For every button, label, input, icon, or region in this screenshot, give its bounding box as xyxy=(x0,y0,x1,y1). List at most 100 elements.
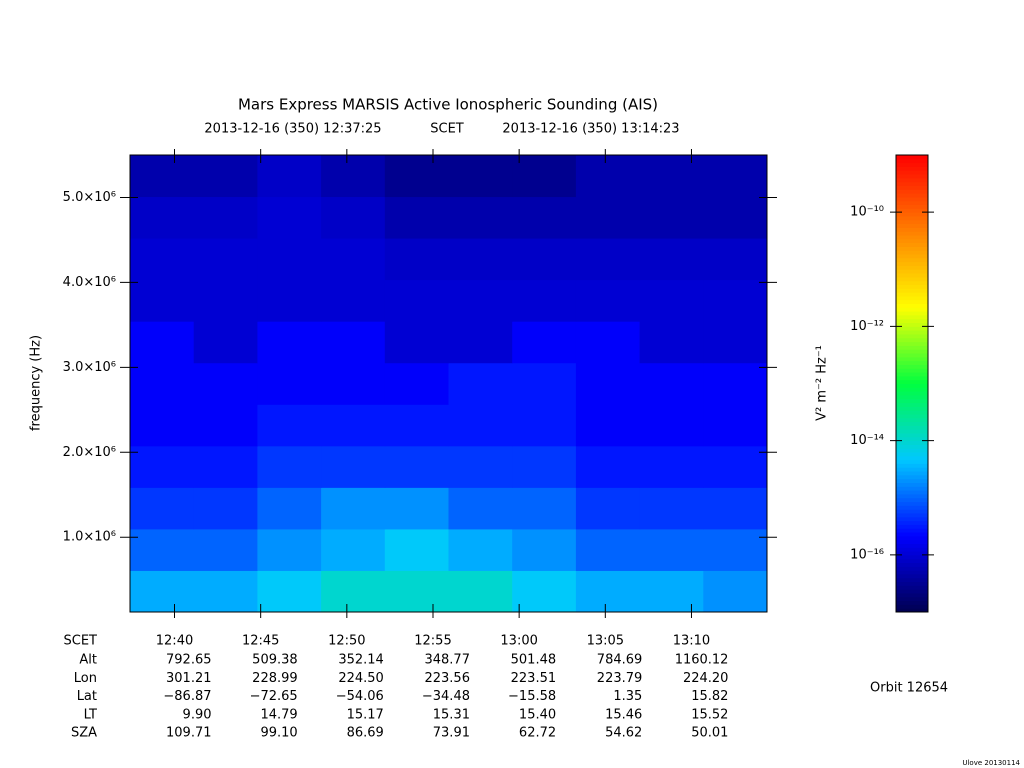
spectrogram-cell xyxy=(257,570,322,613)
ephemeris-value: 301.21 xyxy=(166,671,212,686)
colorbar-swatch xyxy=(896,269,928,274)
spectrogram-cell xyxy=(193,155,258,198)
spectrogram-cell xyxy=(703,404,768,447)
spectrogram-cell xyxy=(384,238,449,281)
spectrogram-cell xyxy=(703,362,768,405)
colorbar-swatch xyxy=(896,474,928,480)
colorbar-swatch xyxy=(896,585,928,590)
colorbar-swatch xyxy=(896,398,928,404)
spectrogram-cell xyxy=(321,155,386,198)
spectrogram-cell xyxy=(512,570,577,613)
chart-title: Mars Express MARSIS Active Ionospheric S… xyxy=(238,96,658,114)
spectrogram-cell xyxy=(130,445,195,488)
spectrogram-cell xyxy=(384,321,449,364)
spectrogram-cell xyxy=(257,279,322,322)
spectrogram-cell xyxy=(512,321,577,364)
ephemeris-value: −15.58 xyxy=(508,689,556,704)
colorbar-swatch xyxy=(896,364,928,369)
spectrogram-cell xyxy=(384,404,449,447)
spectrogram-cell xyxy=(130,238,195,281)
colorbar-tick-label: 10⁻¹² xyxy=(850,319,884,334)
row-label: SCET xyxy=(64,634,98,649)
spectrogram-cell xyxy=(575,321,641,364)
colorbar-swatch xyxy=(896,307,928,312)
colorbar-swatch xyxy=(896,208,928,213)
spectrogram-cell xyxy=(703,570,768,613)
spectrogram-cell xyxy=(193,279,258,322)
colorbar-swatch xyxy=(896,596,928,602)
spectrogram-cell xyxy=(257,238,322,281)
colorbar-swatch xyxy=(896,200,928,206)
spectrogram-cell xyxy=(512,404,577,447)
colorbar-swatch xyxy=(896,257,928,263)
ephemeris-value: 109.71 xyxy=(166,726,212,741)
colorbar-swatch xyxy=(896,417,928,423)
ephemeris-value: −54.06 xyxy=(336,689,384,704)
colorbar-swatch xyxy=(896,608,928,613)
colorbar-swatch xyxy=(896,322,928,327)
x-tick-label: 12:40 xyxy=(156,634,193,649)
spectrogram-cell xyxy=(703,196,768,239)
spectrogram-cell xyxy=(639,487,704,530)
colorbar-swatch xyxy=(896,562,928,567)
spectrogram-cell xyxy=(193,570,258,613)
ephemeris-value: −86.87 xyxy=(163,689,211,704)
spectrogram-cell xyxy=(130,404,195,447)
spectrogram-cell xyxy=(321,362,386,405)
colorbar-swatch xyxy=(896,295,928,301)
x-tick-label: 12:45 xyxy=(242,634,279,649)
y-tick-label: 2.0×10⁶ xyxy=(63,445,116,460)
colorbar-swatch xyxy=(896,379,928,384)
colorbar-swatch xyxy=(896,554,928,560)
spectrogram-cell xyxy=(257,362,322,405)
colorbar-swatch xyxy=(896,314,928,320)
spectrogram-cell xyxy=(639,570,704,613)
spectrogram-cell xyxy=(321,487,386,530)
row-label: Lat xyxy=(77,689,97,704)
colorbar-swatch xyxy=(896,520,928,525)
colorbar-swatch xyxy=(896,166,928,171)
spectrogram-cell xyxy=(130,321,195,364)
colorbar-tick-label: 10⁻¹⁰ xyxy=(850,205,884,220)
colorbar-swatch xyxy=(896,246,928,251)
colorbar-swatch xyxy=(896,452,928,457)
spectrogram-cell xyxy=(257,445,322,488)
spectrogram-cell xyxy=(639,528,704,571)
row-label: LT xyxy=(84,707,97,722)
spectrogram-cell xyxy=(384,155,449,198)
colorbar-swatch xyxy=(896,265,928,270)
colorbar-swatch xyxy=(896,471,928,476)
ephemeris-value: 50.01 xyxy=(691,726,728,741)
colorbar-swatch xyxy=(896,292,928,297)
colorbar-swatch xyxy=(896,204,928,209)
colorbar-swatch xyxy=(896,242,928,247)
spectrogram-cell xyxy=(257,155,322,198)
ephemeris-value: 86.69 xyxy=(347,726,384,741)
row-label: Alt xyxy=(79,653,97,668)
colorbar-swatch xyxy=(896,337,928,343)
spectrogram-cell xyxy=(512,445,577,488)
spectrogram-cell xyxy=(512,238,577,281)
spectrogram-cell xyxy=(257,321,322,364)
spectrogram-cell xyxy=(384,570,449,613)
colorbar-swatch xyxy=(896,261,928,266)
y-tick-label: 3.0×10⁶ xyxy=(63,360,116,375)
footer: Ulove 20130114 xyxy=(962,759,1020,767)
spectrogram-cell xyxy=(448,528,513,571)
ephemeris-value: 224.20 xyxy=(683,671,729,686)
colorbar-swatch xyxy=(896,391,928,396)
spectrogram-cell xyxy=(575,155,641,198)
colorbar-swatch xyxy=(896,368,928,373)
colorbar-label: V² m⁻² Hz⁻¹ xyxy=(815,345,830,421)
spectrogram-cell xyxy=(639,279,704,322)
ephemeris-value: 15.46 xyxy=(605,707,642,722)
spectrogram-cell xyxy=(575,445,641,488)
spectrogram-cell xyxy=(575,196,641,239)
colorbar-swatch xyxy=(896,170,928,175)
spectrogram-cell xyxy=(512,279,577,322)
spectrogram-cell xyxy=(193,528,258,571)
spectrogram-cell xyxy=(703,487,768,530)
colorbar-swatch xyxy=(896,356,928,362)
spectrogram-cell xyxy=(193,196,258,239)
